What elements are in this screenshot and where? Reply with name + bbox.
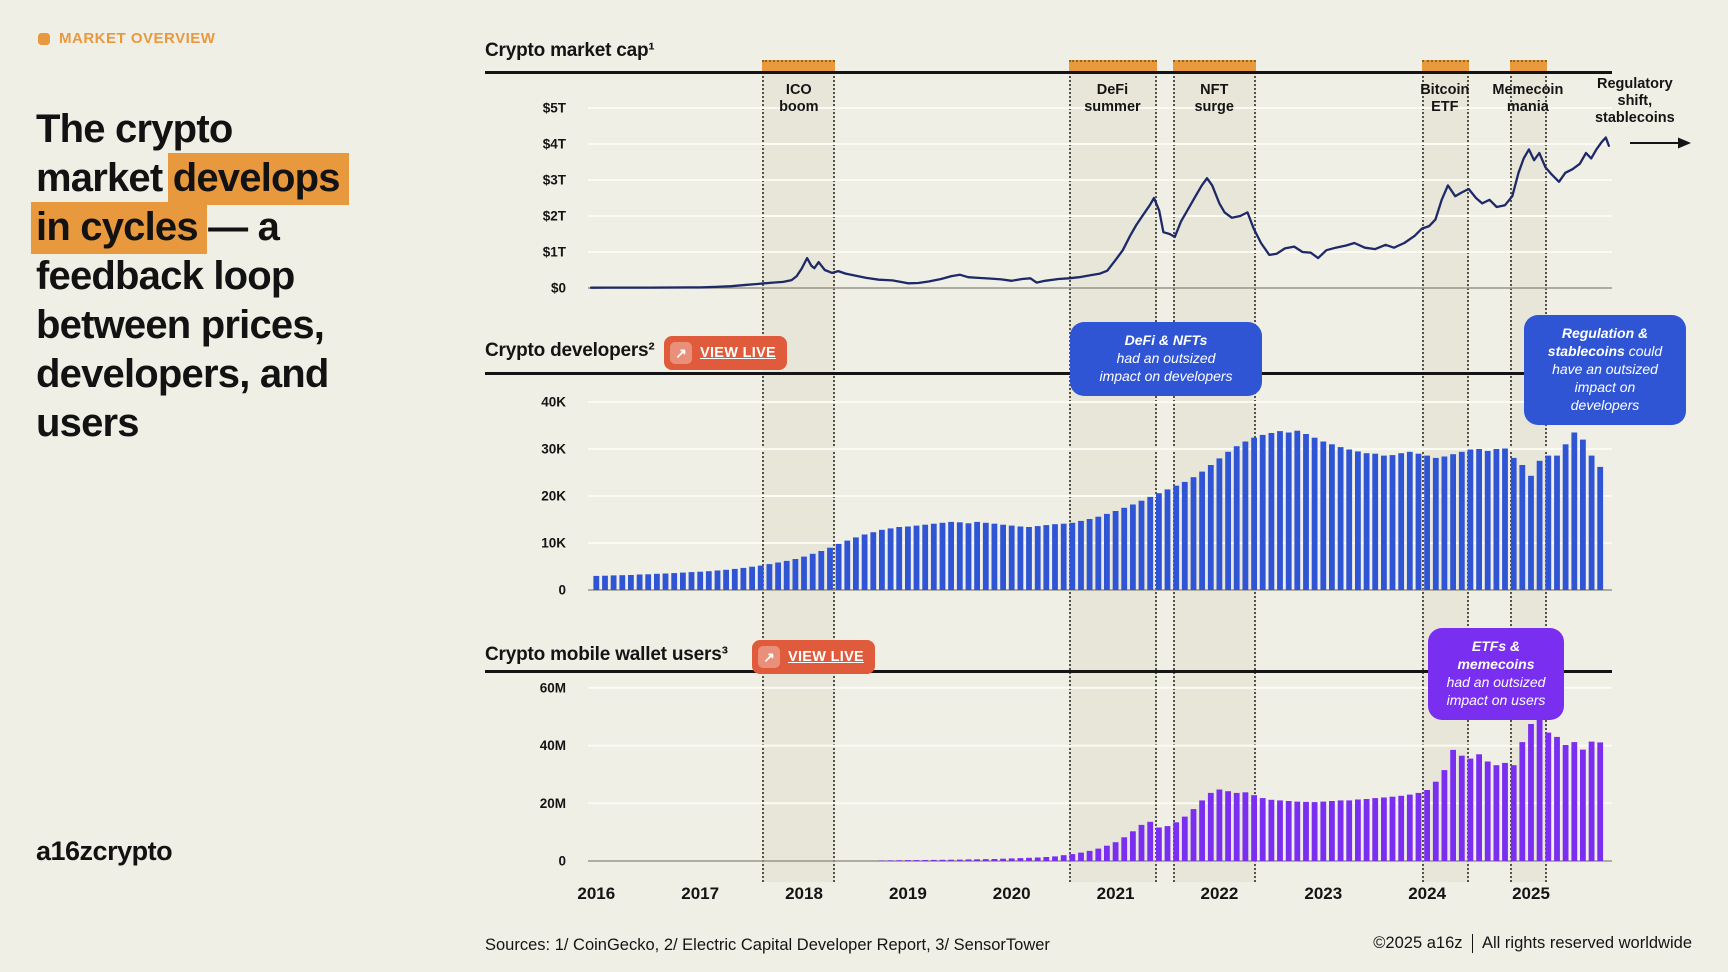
event-band-cap-nft-surge [1172,60,1256,71]
event-band-cap-bitcoin-etf [1421,60,1469,71]
headline-line: The crypto [36,106,233,151]
copyright-left: ©2025 a16z [1373,934,1463,952]
orange-square-icon [38,32,50,45]
right-arrow-icon [1630,137,1691,149]
copyright-right: All rights reserved worldwide [1482,934,1692,952]
svg-text:$1T: $1T [543,245,567,260]
event-band-bitcoin-etf [1421,72,1469,882]
event-band-memecoin-mania [1510,72,1547,882]
year-tick-2020: 2020 [993,884,1031,903]
event-band-ico-boom [762,72,836,882]
event-band-nft-surge [1172,72,1256,882]
chart-title-developers: Crypto developers² [485,340,655,361]
svg-text:0: 0 [558,583,566,598]
developers-top-rule [485,372,1612,375]
event-band-defi-summer [1068,72,1158,882]
copyright: ©2025 a16z All rights reserved worldwide [1373,934,1692,953]
year-tick-2016: 2016 [577,884,615,903]
svg-text:$5T: $5T [543,101,567,116]
headline-line: between prices, [36,302,325,347]
headline-line: users [36,400,140,445]
event-band-cap-memecoin-mania [1510,60,1547,71]
chart-title-wallet-users: Crypto mobile wallet users³ [485,644,728,665]
svg-text:20M: 20M [540,796,566,811]
year-tick-2024: 2024 [1408,884,1446,903]
arrow-up-right-icon: ↗ [758,646,780,668]
headline-line: in cycles — a [31,201,456,254]
year-tick-2019: 2019 [889,884,927,903]
svg-text:$2T: $2T [543,209,567,224]
year-tick-2025: 2025 [1512,884,1550,903]
event-label-memecoin-mania: Memecoin mania [1492,82,1564,116]
callout-regulation: Regulation & stablecoins could have an out… [1524,315,1686,425]
headline-line: feedback loop [36,253,295,298]
year-tick-2017: 2017 [681,884,719,903]
divider [1471,934,1473,953]
highlighted-text: develops [167,152,349,205]
event-band-cap-defi-summer [1068,60,1158,71]
svg-text:$3T: $3T [543,173,567,188]
market-cap-top-rule [485,71,1612,74]
view-live-button-developers[interactable]: ↗ VIEW LIVE [664,336,788,370]
event-label-defi-summer: DeFi summer [1084,82,1141,116]
section-eyebrow: MARKET OVERVIEW [38,30,215,47]
year-tick-2021: 2021 [1097,884,1135,903]
svg-text:60M: 60M [540,680,566,695]
wallet-users-top-rule [485,670,1612,673]
view-live-button-wallet-users[interactable]: ↗ VIEW LIVE [752,640,876,674]
year-tick-2018: 2018 [785,884,823,903]
event-band-cap-ico-boom [762,60,836,71]
headline-line: developers, and [36,351,329,396]
svg-text:10K: 10K [541,536,566,551]
svg-text:40K: 40K [541,395,566,410]
page-title: The crypto market develops in cycles — a fe… [31,105,456,448]
event-label-ico-boom: ICO boom [779,82,819,116]
svg-text:40M: 40M [540,738,566,753]
callout-defi-nfts: DeFi & NFTs had an outsized impact on deve… [1070,322,1262,396]
svg-text:30K: 30K [541,442,566,457]
svg-text:20K: 20K [541,489,566,504]
svg-text:0: 0 [558,854,566,869]
event-label-regulatory-shift: Regulatory shift, stablecoins [1594,76,1675,127]
headline-line: market develops [36,152,456,205]
year-tick-2022: 2022 [1201,884,1239,903]
eyebrow-label: MARKET OVERVIEW [59,30,216,47]
event-label-bitcoin-etf: Bitcoin ETF [1420,82,1470,116]
svg-text:$4T: $4T [543,137,567,152]
event-label-nft-surge: NFT surge [1194,82,1234,116]
year-tick-2023: 2023 [1304,884,1342,903]
chart-title-market-cap: Crypto market cap¹ [485,40,655,61]
callout-etfs-memecoins: ETFs & memecoins had an outsized impact on … [1428,628,1564,720]
svg-text:$0: $0 [551,281,566,296]
highlighted-text: in cycles [31,201,207,254]
sources-note: Sources: 1/ CoinGecko, 2/ Electric Capit… [485,936,1050,954]
arrow-up-right-icon: ↗ [670,342,692,364]
a16zcrypto-logo: a16zcrypto [36,836,173,866]
